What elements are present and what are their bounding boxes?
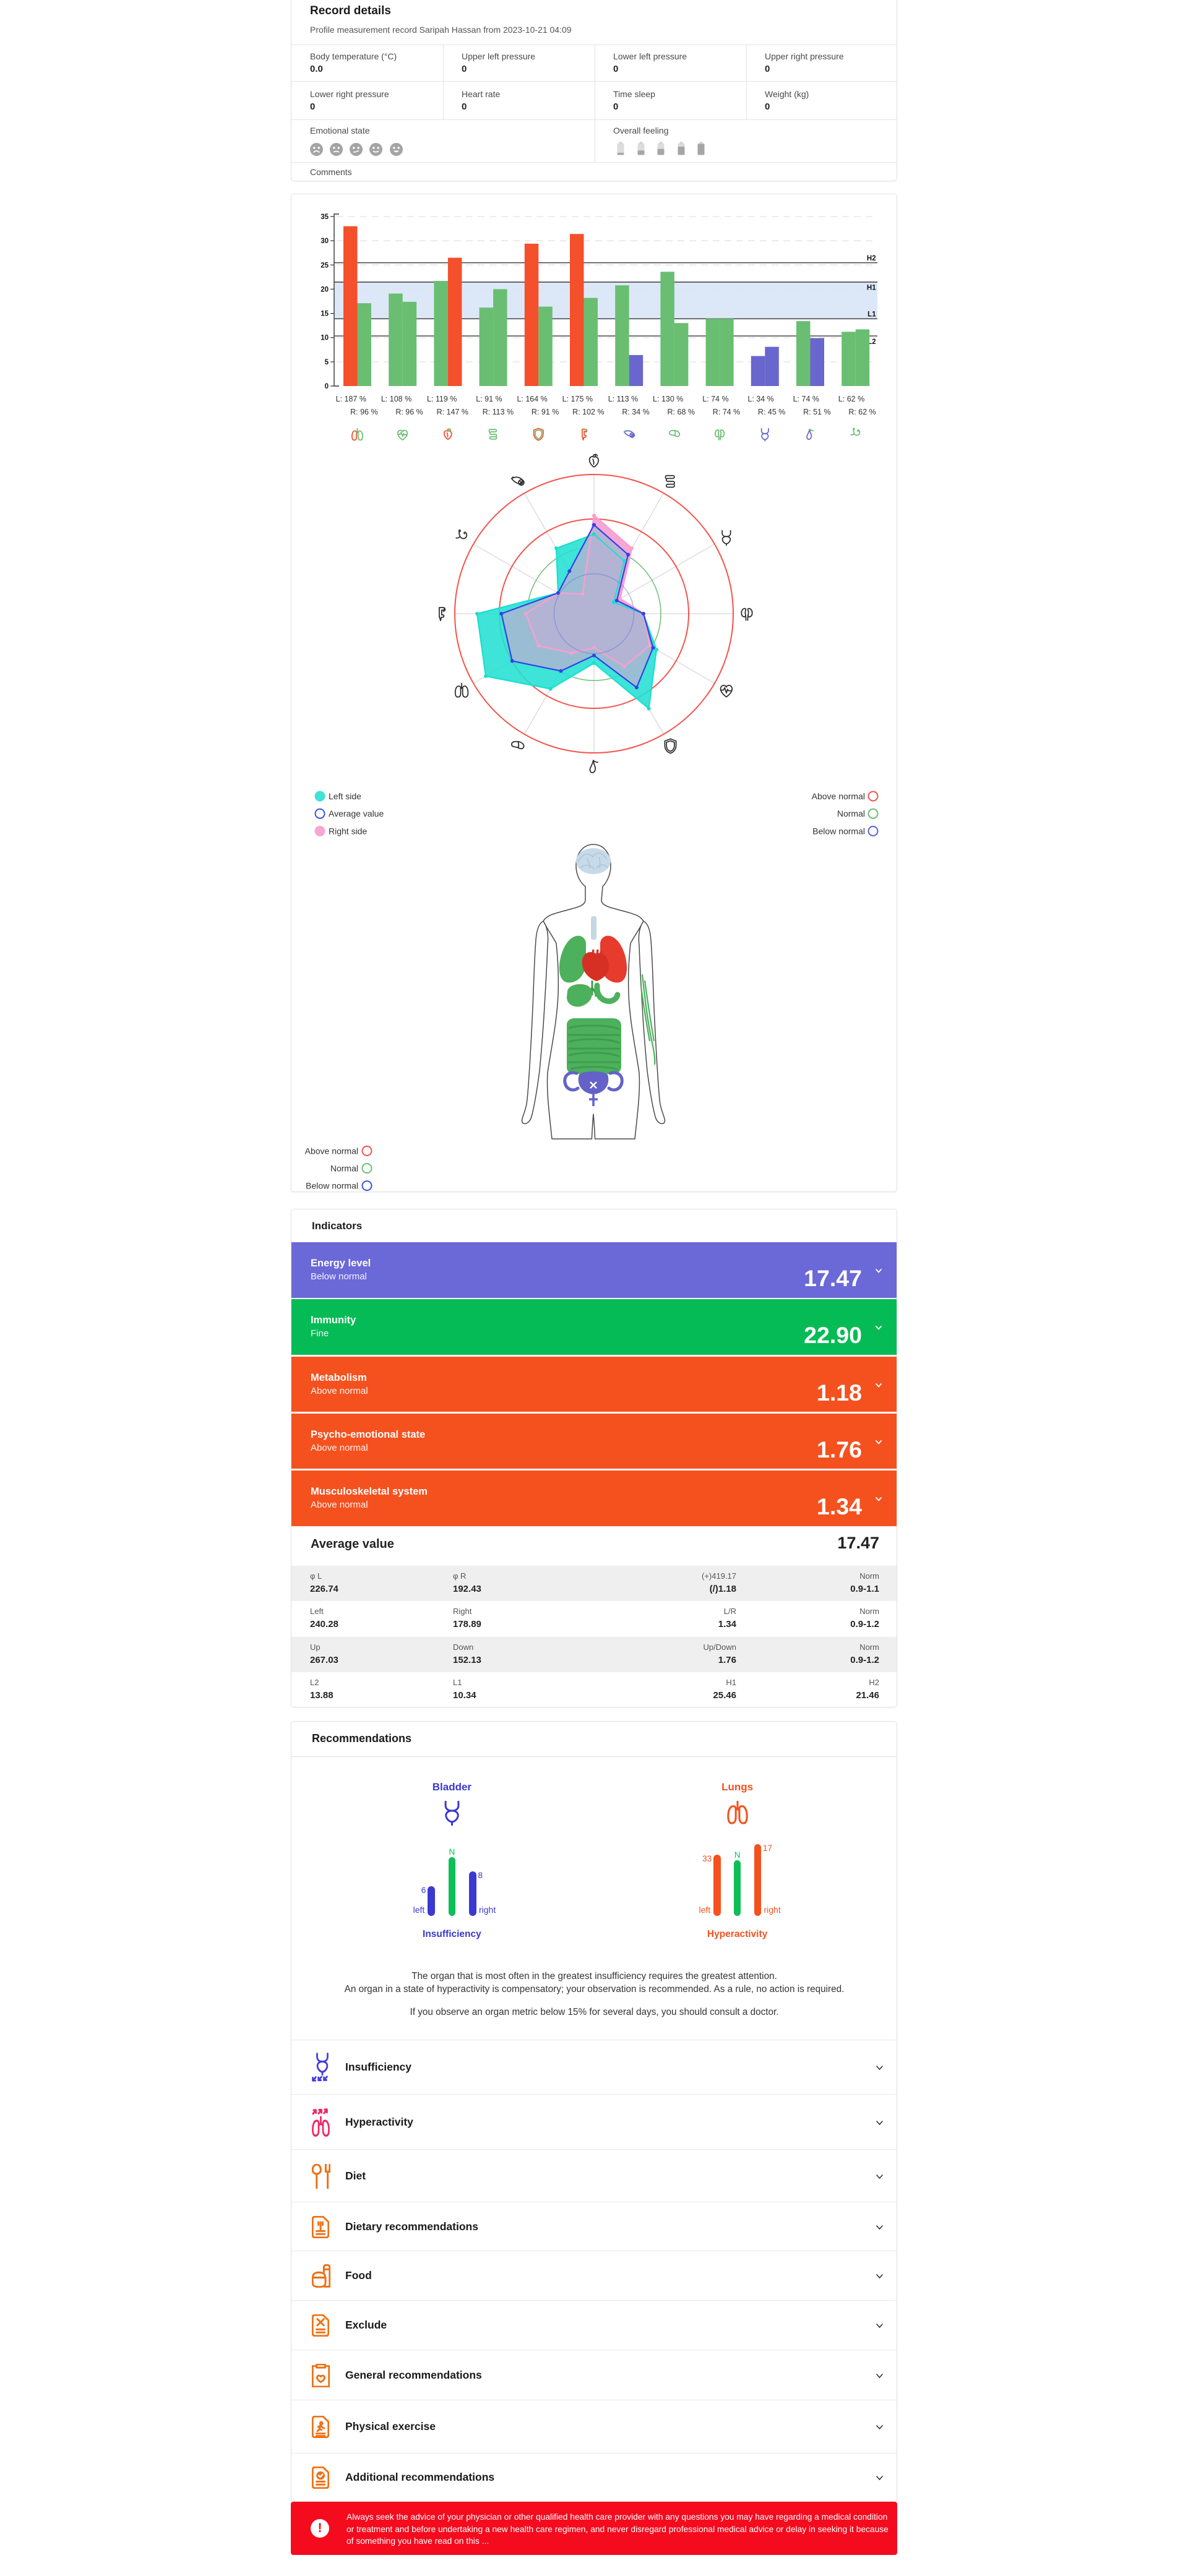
svg-text:L: 130 %: L: 130 %: [653, 395, 683, 403]
svg-text:L2: L2: [867, 338, 876, 346]
svg-text:L: 62 %: L: 62 %: [838, 395, 864, 403]
svg-text:Left side: Left side: [329, 791, 361, 801]
svg-text:Below normal: Below normal: [306, 1181, 358, 1191]
svg-text:Above normal: Above normal: [305, 1146, 358, 1156]
svg-text:L: 119 %: L: 119 %: [427, 395, 457, 403]
svg-text:R: 34 %: R: 34 %: [622, 408, 649, 416]
svg-text:5: 5: [325, 359, 329, 366]
svg-text:Average value: Average value: [329, 809, 384, 818]
svg-text:L1: L1: [867, 311, 876, 318]
svg-text:Below normal: Below normal: [812, 826, 865, 836]
svg-text:L: 34 %: L: 34 %: [747, 395, 773, 403]
svg-text:L: 91 %: L: 91 %: [476, 395, 502, 403]
svg-text:20: 20: [321, 286, 329, 293]
svg-text:R: 96 %: R: 96 %: [350, 408, 377, 416]
svg-text:R: 96 %: R: 96 %: [395, 408, 423, 416]
svg-text:R: 91 %: R: 91 %: [532, 408, 559, 416]
svg-text:R: 62 %: R: 62 %: [848, 408, 876, 416]
svg-text:25: 25: [321, 262, 329, 269]
svg-text:0: 0: [325, 383, 329, 390]
svg-text:Above normal: Above normal: [812, 791, 865, 801]
svg-text:15: 15: [321, 311, 329, 318]
svg-text:H2: H2: [867, 255, 876, 262]
svg-text:Right side: Right side: [329, 826, 367, 836]
svg-text:R: 68 %: R: 68 %: [668, 408, 695, 416]
svg-text:R: 113 %: R: 113 %: [483, 408, 514, 416]
svg-text:R: 45 %: R: 45 %: [758, 408, 785, 416]
svg-text:L: 175 %: L: 175 %: [562, 395, 593, 403]
svg-text:Normal: Normal: [837, 809, 865, 818]
svg-text:L: 113 %: L: 113 %: [608, 395, 638, 403]
svg-text:R: 51 %: R: 51 %: [803, 408, 830, 416]
svg-text:L: 74 %: L: 74 %: [702, 395, 728, 403]
svg-text:35: 35: [321, 213, 329, 221]
svg-text:H1: H1: [867, 285, 876, 292]
svg-text:30: 30: [321, 238, 329, 245]
svg-text:Normal: Normal: [330, 1164, 358, 1174]
svg-text:L: 108 %: L: 108 %: [381, 395, 411, 403]
svg-text:10: 10: [321, 335, 329, 342]
svg-text:L: 187 %: L: 187 %: [336, 395, 366, 403]
svg-text:R: 102 %: R: 102 %: [572, 408, 604, 416]
svg-text:R: 74 %: R: 74 %: [713, 408, 740, 416]
svg-text:L: 164 %: L: 164 %: [517, 395, 547, 403]
svg-text:L: 74 %: L: 74 %: [793, 395, 819, 403]
svg-text:R: 147 %: R: 147 %: [437, 408, 468, 416]
